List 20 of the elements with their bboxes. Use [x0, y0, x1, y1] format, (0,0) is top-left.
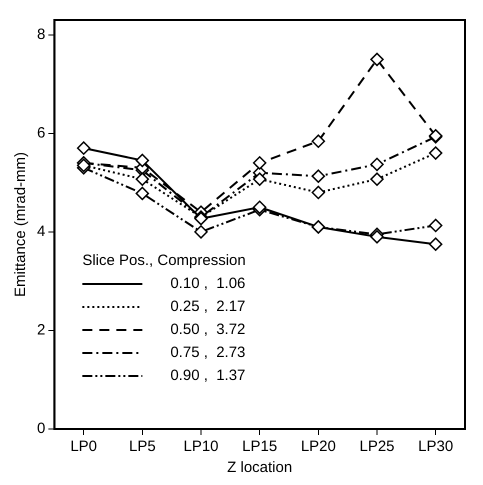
y-tick-label: 2	[37, 322, 46, 339]
legend-title: Slice Pos., Compression	[82, 252, 246, 270]
x-tick-label: LP5	[128, 438, 156, 456]
legend-label: 0.50 , 3.72	[170, 321, 246, 338]
x-tick-label: LP0	[70, 438, 98, 456]
y-axis-title: Emittance (mrad-mm)	[12, 152, 30, 298]
x-axis-title: Z location	[227, 459, 292, 476]
y-tick-label: 4	[37, 223, 46, 240]
y-tick-label: 6	[37, 124, 46, 142]
legend-label: 0.90 , 1.37	[170, 367, 246, 384]
x-tick-label: LP25	[359, 438, 395, 456]
x-tick-label: LP15	[242, 438, 278, 456]
legend-label: 0.10 , 1.06	[170, 275, 246, 292]
legend-label: 0.75 , 2.73	[170, 344, 246, 362]
x-tick-label: LP20	[300, 438, 336, 456]
y-tick-label: 0	[37, 420, 46, 438]
y-tick-label: 8	[37, 26, 46, 43]
x-tick-label: LP30	[418, 438, 454, 456]
x-tick-label: LP10	[183, 438, 219, 456]
legend-label: 0.25 , 2.17	[170, 298, 246, 316]
